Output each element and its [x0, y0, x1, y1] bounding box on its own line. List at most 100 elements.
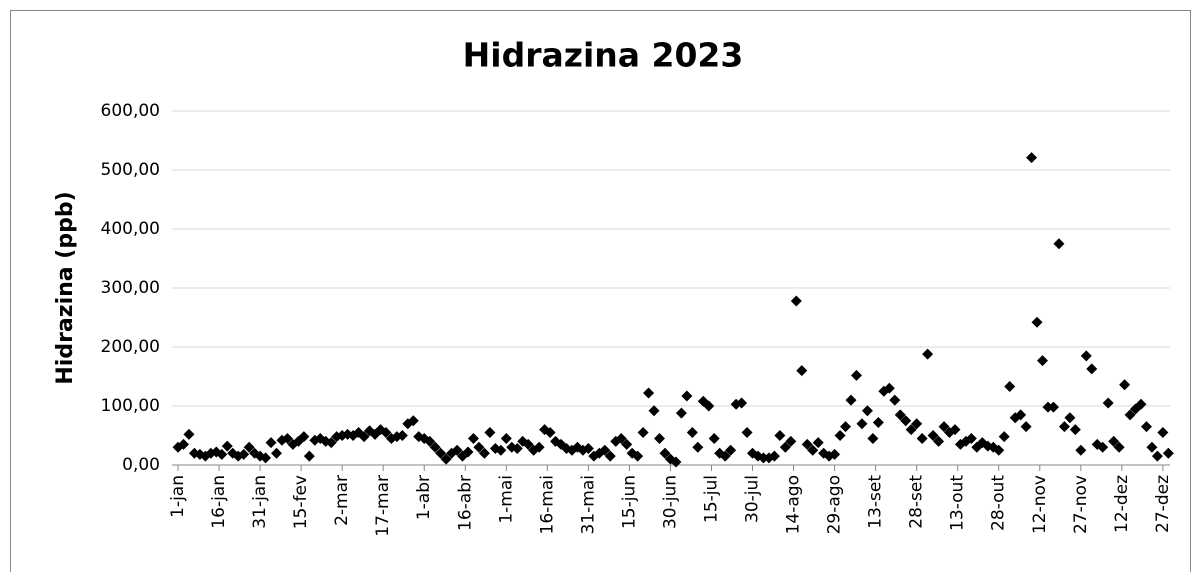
point	[911, 418, 923, 430]
point	[779, 441, 791, 453]
point	[856, 418, 868, 430]
point	[621, 438, 633, 450]
x-tick-label: 31-jan	[250, 475, 270, 529]
point	[872, 417, 884, 429]
point	[298, 431, 310, 443]
point	[1157, 427, 1169, 439]
point	[1064, 412, 1076, 424]
point	[708, 432, 720, 444]
point	[511, 442, 523, 454]
point	[238, 448, 250, 460]
point	[850, 369, 862, 381]
point	[834, 430, 846, 441]
point	[894, 409, 906, 421]
x-tick-label: 16-mai	[537, 475, 557, 534]
point	[883, 382, 895, 394]
point	[396, 430, 408, 441]
x-tick-label: 15-jul	[701, 475, 721, 523]
x-tick-label: 2-mar	[332, 475, 352, 526]
point	[260, 452, 272, 464]
point	[675, 407, 687, 419]
y-tick-label: 0,00	[122, 455, 160, 475]
point	[861, 405, 873, 417]
point	[840, 421, 852, 433]
point	[544, 427, 556, 439]
point	[938, 421, 950, 433]
point	[692, 441, 704, 453]
point	[719, 450, 731, 462]
point	[1140, 421, 1152, 433]
point	[1058, 421, 1070, 433]
point	[604, 450, 616, 462]
point	[1080, 350, 1092, 362]
point	[900, 415, 912, 427]
point	[221, 440, 233, 452]
point	[736, 397, 748, 409]
x-tick-label: 15-fev	[291, 475, 311, 529]
point	[681, 390, 693, 402]
point	[829, 448, 841, 460]
point	[1086, 363, 1098, 375]
point	[703, 400, 715, 412]
x-tick-label: 17-mar	[373, 475, 393, 537]
point	[424, 435, 436, 447]
point	[867, 432, 879, 444]
point	[796, 365, 808, 377]
y-tick-label: 300,00	[101, 278, 160, 298]
x-tick-label: 1-mai	[496, 475, 516, 524]
point	[440, 453, 452, 465]
point	[949, 424, 961, 436]
point	[478, 447, 490, 459]
point	[927, 430, 939, 441]
point	[774, 430, 786, 441]
point	[1124, 409, 1136, 421]
x-tick-label: 31-mai	[578, 475, 598, 534]
point	[177, 438, 189, 450]
point	[889, 394, 901, 406]
point	[807, 444, 819, 456]
point	[429, 441, 441, 453]
y-tick-label: 500,00	[101, 160, 160, 180]
y-tick-label: 600,00	[101, 101, 160, 121]
point	[407, 415, 419, 427]
point	[1047, 401, 1059, 413]
point	[380, 427, 392, 439]
x-tick-label: 12-nov	[1030, 475, 1050, 534]
point	[358, 431, 370, 443]
point	[933, 435, 945, 447]
x-tick-label: 14-ago	[784, 475, 804, 534]
point	[1102, 397, 1114, 409]
y-axis-label: Hidrazina (ppb)	[53, 191, 78, 384]
x-tick-label: 16-jan	[209, 475, 229, 529]
point	[281, 432, 293, 444]
x-tick-label: 30-jul	[743, 475, 763, 523]
point	[965, 432, 977, 444]
chart-border	[10, 10, 1191, 572]
x-tick-label: 27-nov	[1071, 475, 1091, 534]
point	[1037, 355, 1049, 367]
point	[643, 387, 655, 399]
point	[265, 437, 277, 449]
point	[500, 432, 512, 444]
point	[648, 405, 660, 417]
point	[435, 447, 447, 459]
point	[1069, 424, 1081, 436]
point	[998, 431, 1010, 443]
x-tick-label: 15-jun	[619, 475, 639, 529]
point	[582, 442, 594, 454]
point	[325, 437, 337, 449]
y-tick-label: 100,00	[101, 396, 160, 416]
point	[785, 435, 797, 447]
y-tick-label: 400,00	[101, 219, 160, 239]
point	[1113, 441, 1125, 453]
point	[916, 432, 928, 444]
point	[1151, 450, 1163, 462]
point	[905, 424, 917, 436]
point	[451, 444, 463, 456]
point	[1004, 381, 1016, 393]
x-tick-label: 28-out	[989, 475, 1009, 531]
x-tick-label: 30-jun	[660, 475, 680, 529]
x-tick-label: 16-abr	[455, 475, 475, 531]
point	[484, 427, 496, 439]
